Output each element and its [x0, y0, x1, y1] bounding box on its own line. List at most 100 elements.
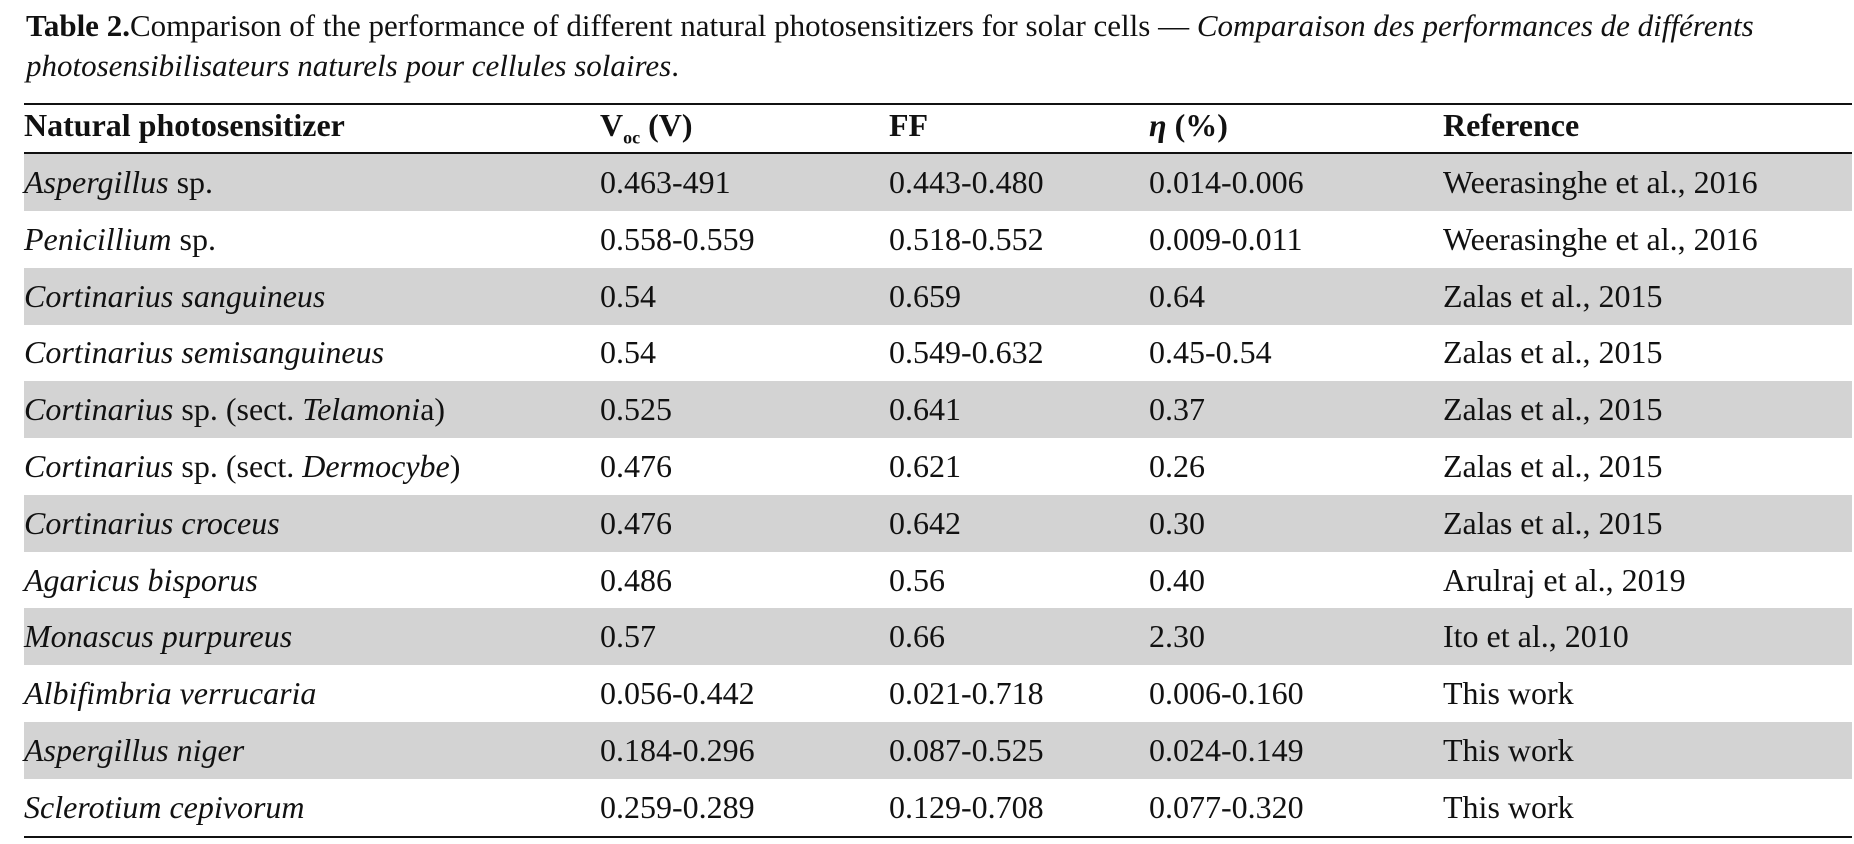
bottom-rule — [24, 836, 1852, 838]
table-cell: Zalas et al., 2015 — [1443, 391, 1663, 428]
table-cell: Cortinarius sp. (sect. Dermocybe) — [24, 438, 460, 495]
table-cell: This work — [1443, 675, 1574, 712]
table-cell: Cortinarius sp. (sect. Telamonia) — [24, 381, 445, 438]
table-cell: 0.476 — [600, 504, 672, 541]
table-row: Cortinarius croceus 0.476 0.642 0.30 Zalas e… — [24, 494, 1852, 552]
table-cell: Ito et al., 2010 — [1443, 618, 1629, 655]
table-cell: 0.57 — [600, 618, 656, 655]
table-cell: Zalas et al., 2015 — [1443, 277, 1663, 314]
table-cell: 0.009-0.011 — [1149, 220, 1303, 257]
text-run: sp. (sect. — [173, 391, 303, 428]
table-cell: 0.621 — [889, 448, 961, 484]
caption-text: Comparison of the performance of differe… — [129, 8, 1197, 43]
text-run: sp. — [171, 220, 216, 257]
table-cell: 0.021-0.718 — [889, 675, 1044, 712]
italic-run: Cortinarius sanguineus — [24, 277, 326, 314]
table-cell: 0.40 — [1149, 561, 1205, 598]
text-run: (%) — [1166, 107, 1228, 143]
table-cell: 0.66 — [889, 618, 945, 655]
table-cell: 0.641 — [889, 391, 961, 428]
header-row: Natural photosensitizer Voc (V) FF η (%) Ref… — [24, 97, 1852, 154]
table-cell: 0.659 — [889, 277, 961, 314]
table-row: Cortinarius sp. (sect. Dermocybe) 0.476 0.… — [24, 438, 1852, 495]
table-cell: Cortinarius sanguineus — [24, 268, 325, 325]
table-row: Aspergillus sp. 0.463-491 0.443-0.480 0.014… — [24, 154, 1852, 211]
text-run: Natural photosensitizer — [24, 107, 345, 143]
table-cell: 0.184-0.296 — [600, 732, 755, 768]
italic-run: Cortinarius — [24, 448, 174, 484]
table-cell: 0.443-0.480 — [889, 164, 1044, 200]
table-cell: 0.087-0.525 — [889, 732, 1044, 768]
table-cell: 2.30 — [1149, 618, 1205, 655]
table-cell: 0.642 — [889, 504, 961, 541]
table-cell: 0.014-0.006 — [1149, 164, 1304, 200]
text-run: FF — [889, 107, 929, 143]
italic-run: Dermocybe — [302, 448, 450, 484]
caption: Table 2.Comparison of the performance of… — [26, 6, 1848, 86]
table-cell: 0.024-0.149 — [1149, 732, 1304, 768]
table-cell: 0.518-0.552 — [889, 220, 1044, 257]
italic-run: Cortinarius semisanguineus — [24, 334, 385, 371]
table-cell: This work — [1443, 732, 1574, 768]
header-cell: Reference — [1443, 97, 1579, 154]
table-row: Agaricus bisporus 0.486 0.56 0.40 Arulraj et… — [24, 552, 1852, 609]
table-cell: 0.525 — [600, 391, 672, 428]
text-run: a) — [420, 391, 446, 428]
top-rule — [24, 103, 1852, 105]
italic-run: Telamoni — [302, 391, 421, 428]
text-run: (V) — [640, 107, 693, 143]
table-cell: Agaricus bisporus — [24, 552, 258, 609]
text-run: V — [600, 107, 624, 143]
table-cell: 0.56 — [889, 561, 945, 598]
table-cell: 0.476 — [600, 448, 672, 484]
text-run: Reference — [1443, 107, 1580, 143]
table-row: Aspergillus niger 0.184-0.296 0.087-0.525 0… — [24, 722, 1852, 779]
table-cell: Aspergillus sp. — [24, 154, 213, 211]
header-rule — [24, 152, 1852, 154]
table-cell: Cortinarius semisanguineus — [24, 324, 384, 381]
text-run: sp. (sect. — [173, 448, 303, 484]
table-row: Monascus purpureus 0.57 0.66 2.30 Ito et al.… — [24, 608, 1852, 666]
table-cell: 0.056-0.442 — [600, 675, 755, 712]
table-cell: 0.64 — [1149, 277, 1205, 314]
table-cell: 0.45-0.54 — [1149, 334, 1272, 371]
table-row: Cortinarius sp. (sect. Telamonia) 0.525 0.… — [24, 381, 1852, 439]
table-cell: 0.37 — [1149, 391, 1205, 428]
header-cell: Natural photosensitizer — [24, 97, 345, 154]
italic-run: Agaricus bisporus — [24, 561, 258, 598]
header-cell: Voc (V) — [600, 97, 693, 154]
header-cell: η (%) — [1149, 97, 1228, 154]
italic-run: η — [1149, 107, 1167, 143]
italic-run: Albifimbria verrucaria — [24, 675, 317, 712]
table-cell: Zalas et al., 2015 — [1443, 504, 1663, 541]
table-cell: Zalas et al., 2015 — [1443, 448, 1663, 484]
table-row: Albifimbria verrucaria 0.056-0.442 0.021-0… — [24, 665, 1852, 722]
text-run: ) — [449, 448, 461, 484]
table-cell: Zalas et al., 2015 — [1443, 334, 1663, 371]
table-cell: 0.26 — [1149, 448, 1205, 484]
table-row: Cortinarius sanguineus 0.54 0.659 0.64 Zalas… — [24, 267, 1852, 325]
table-cell: Sclerotium cepivorum — [24, 779, 305, 836]
table-cell: 0.486 — [600, 561, 672, 598]
italic-run: Aspergillus — [24, 164, 169, 200]
header-cell: FF — [889, 97, 928, 154]
italic-run: Sclerotium cepivorum — [24, 788, 305, 825]
table-cell: Monascus purpureus — [24, 608, 292, 665]
table-cell: 0.54 — [600, 277, 656, 314]
table-cell: Weerasinghe et al., 2016 — [1443, 220, 1758, 257]
table-cell: Weerasinghe et al., 2016 — [1443, 164, 1758, 200]
table-row: Penicillium sp. 0.558-0.559 0.518-0.552 0.0… — [24, 211, 1852, 268]
italic-run: Cortinarius croceus — [24, 504, 280, 541]
italic-run: Monascus purpureus — [24, 618, 293, 655]
caption-end: . — [671, 48, 679, 83]
table-cell: Albifimbria verrucaria — [24, 665, 316, 722]
table-cell: 0.129-0.708 — [889, 788, 1044, 825]
table-cell: Arulraj et al., 2019 — [1443, 561, 1686, 598]
table-cell: Aspergillus niger — [24, 722, 244, 779]
text-run: sp. — [168, 164, 214, 200]
table-cell: This work — [1443, 788, 1574, 825]
table-cell: 0.077-0.320 — [1149, 788, 1304, 825]
table-cell: Penicillium sp. — [24, 211, 216, 268]
italic-run: Aspergillus niger — [24, 732, 245, 768]
